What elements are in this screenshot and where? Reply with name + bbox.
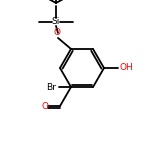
Text: Br: Br [46, 82, 56, 91]
Text: O: O [42, 102, 48, 111]
Text: O: O [54, 28, 60, 37]
Text: OH: OH [119, 63, 133, 72]
Text: Si: Si [52, 17, 60, 26]
